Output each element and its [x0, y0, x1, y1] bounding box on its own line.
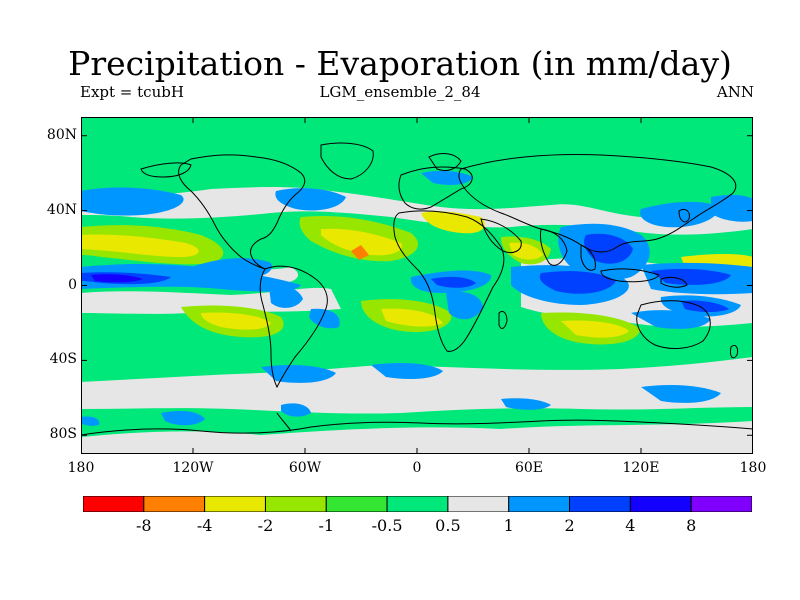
region-itcz-pacific	[81, 264, 301, 292]
lat-label: 0	[68, 276, 77, 293]
colorbar-segment	[83, 496, 145, 512]
region-southern-grey-band	[81, 357, 753, 414]
colorbar-label: -2	[257, 516, 274, 535]
region-southern-ocean-blue-4	[501, 398, 551, 410]
coast-indonesia	[600, 268, 660, 283]
colorbar-segment	[629, 496, 692, 512]
lat-label: 40N	[46, 201, 77, 218]
colorbar-segment	[569, 496, 631, 512]
region-north-atlantic-yellow	[321, 228, 402, 256]
region-south-indian-blue	[631, 310, 711, 329]
coast-southeast-asia	[580, 244, 596, 271]
colorbar-segment	[325, 496, 388, 512]
colorbar-label: 1	[503, 516, 514, 535]
region-kuroshio	[640, 201, 721, 228]
region-south-atlantic-yellow	[381, 308, 443, 327]
colorbar-segment	[143, 496, 206, 512]
colorbar-label: 4	[625, 516, 636, 535]
region-south-pacific-yellow	[201, 312, 271, 330]
coast-antarctic-peninsula	[276, 412, 292, 432]
region-southern-ocean-blue-2	[371, 363, 443, 379]
latitude-ticks	[81, 135, 753, 436]
coast-europe	[398, 166, 473, 210]
ensemble-label: LGM_ensemble_2_84	[319, 83, 481, 101]
colorbar-label: -8	[136, 516, 152, 535]
coast-greenland	[320, 142, 374, 180]
lat-label: 80S	[49, 426, 77, 443]
region-south-indian-yellow	[561, 320, 629, 338]
colorbar-label: 0.5	[435, 516, 461, 535]
colorbar-segment	[447, 496, 510, 512]
coast-india	[540, 228, 568, 266]
coast-alaska	[140, 162, 192, 178]
coast-madagascar	[498, 310, 508, 329]
chart-title: Precipitation - Evaporation (in mm/day)	[68, 44, 732, 83]
colorbar-label: -0.5	[371, 516, 403, 535]
region-southern-ocean-blue-1	[261, 365, 336, 383]
coast-new-guinea	[660, 276, 688, 288]
region-north-pacific-yellow	[81, 234, 199, 257]
colorbar-segment	[386, 496, 449, 512]
lat-label: 80N	[46, 126, 77, 143]
lon-label: 180	[67, 460, 95, 476]
coast-asia	[458, 154, 737, 253]
lon-label: 120E	[622, 460, 660, 476]
region-north-atlantic-orange	[351, 245, 369, 260]
coast-north-america	[178, 154, 306, 270]
region-indian-core	[539, 271, 616, 294]
region-itcz-atlantic-core	[431, 276, 476, 288]
colorbar	[83, 496, 752, 512]
region-antarctic-blue-2	[281, 403, 311, 417]
coast-new-zealand	[730, 344, 738, 359]
region-north-pacific-storm-track	[81, 187, 184, 216]
lon-label: 60W	[288, 460, 322, 476]
coast-japan	[678, 208, 690, 223]
colorbar-segment	[204, 496, 266, 512]
region-north-atlantic-storm-track	[275, 188, 346, 211]
region-antarctic-grey	[81, 421, 753, 454]
experiment-label: Expt = tcubH	[80, 83, 184, 101]
coast-arabia	[480, 218, 522, 254]
lat-label: 40S	[49, 351, 77, 368]
region-arabia-yellow	[509, 242, 543, 260]
precip-evap-map	[81, 117, 753, 454]
region-antarctic-blue-1	[161, 411, 205, 426]
lon-label: 180	[739, 460, 767, 476]
region-southern-ocean-blue-3	[641, 385, 721, 403]
coast-australia	[636, 300, 711, 349]
colorbar-label: -4	[196, 516, 213, 535]
period-label: ANN	[716, 83, 754, 101]
coastlines	[81, 142, 753, 436]
region-itcz-pacific-darkest	[91, 274, 143, 283]
colorbar-label: -1	[318, 516, 335, 535]
region-amazon-blue	[269, 285, 303, 308]
longitude-ticks	[81, 117, 753, 454]
region-west-pacific-core	[651, 268, 731, 285]
lon-label: 120W	[172, 460, 214, 476]
region-south-atlantic-blue	[309, 308, 340, 329]
coast-antarctica	[81, 419, 753, 436]
region-congo-blue	[446, 291, 483, 320]
lon-label: 60E	[514, 460, 544, 476]
region-antarctic-blue-3	[81, 416, 100, 426]
colorbar-segment	[690, 496, 752, 512]
region-maritime-core	[584, 233, 633, 264]
colorbar-segment	[508, 496, 571, 512]
coast-south-america	[259, 265, 328, 389]
colorbar-label: 8	[686, 516, 697, 535]
region-sahara-yellow	[421, 211, 485, 234]
coast-scandinavia	[428, 153, 462, 172]
lon-label: 0	[412, 460, 422, 476]
colorbar-label: 2	[564, 516, 575, 535]
colorbar-segment	[264, 496, 327, 512]
